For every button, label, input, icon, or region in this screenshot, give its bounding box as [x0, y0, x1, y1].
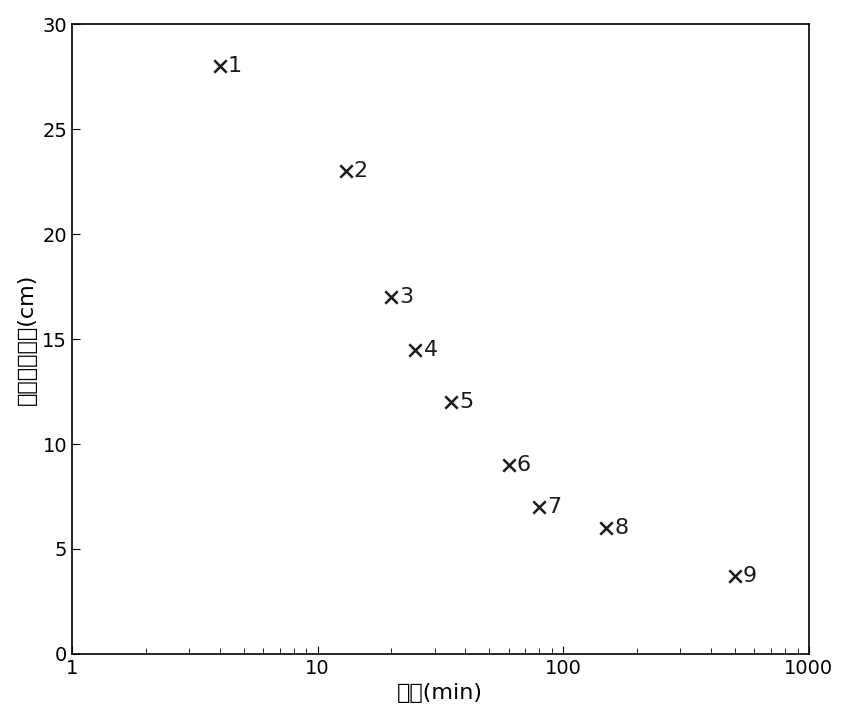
Point [533, 501, 547, 513]
Text: 6: 6 [517, 455, 531, 475]
Text: 4: 4 [423, 340, 438, 359]
Point [502, 459, 515, 471]
Text: 7: 7 [547, 497, 562, 517]
Y-axis label: 水沙界面高度(cm): 水沙界面高度(cm) [17, 274, 37, 405]
Text: 9: 9 [743, 566, 757, 586]
Point [339, 166, 353, 177]
Point [409, 343, 422, 355]
Text: 2: 2 [354, 161, 368, 181]
Point [445, 396, 458, 408]
Text: 5: 5 [459, 392, 473, 412]
X-axis label: 时间(min): 时间(min) [397, 683, 484, 703]
Point [213, 60, 227, 72]
Point [385, 292, 399, 303]
Point [728, 570, 742, 582]
Text: 1: 1 [228, 56, 242, 76]
Point [599, 522, 613, 534]
Text: 8: 8 [615, 518, 629, 538]
Text: 3: 3 [400, 287, 414, 307]
